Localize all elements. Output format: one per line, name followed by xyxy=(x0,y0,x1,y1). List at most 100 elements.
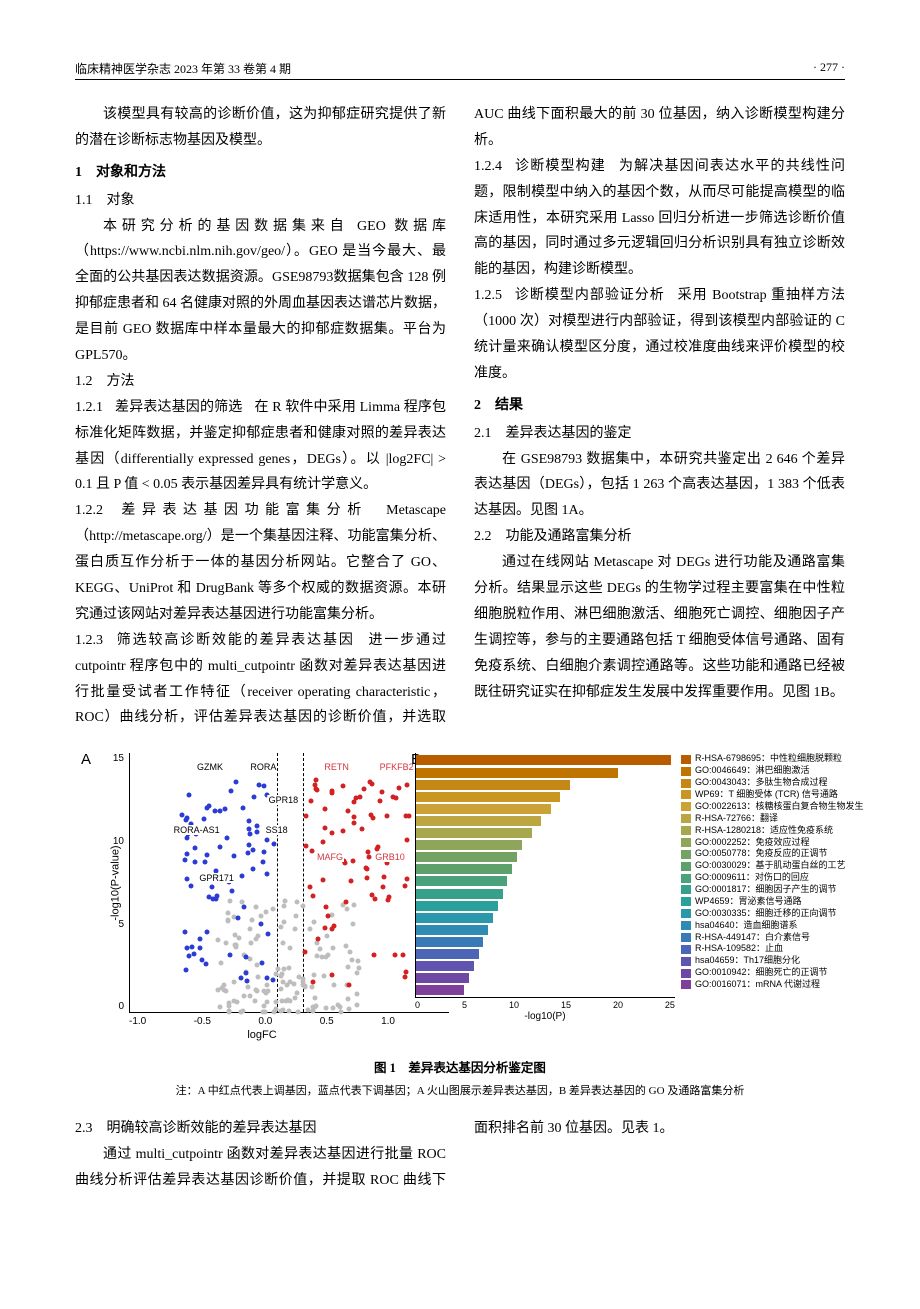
legend-swatch xyxy=(681,980,691,989)
legend-swatch xyxy=(681,969,691,978)
legend-text: GO:0050778：免疫反应的正调节 xyxy=(695,848,828,860)
section-1-2-4-num: 1.2.4 xyxy=(474,154,510,180)
legend-text: R-HSA-6798695：中性粒细胞脱颗粒 xyxy=(695,753,842,765)
legend-swatch xyxy=(681,897,691,906)
hbar-area xyxy=(415,753,675,997)
legend-swatch xyxy=(681,826,691,835)
legend-swatch xyxy=(681,790,691,799)
legend-row: R-HSA-449147：白介素信号 xyxy=(681,932,864,944)
section-1-2-3-title: 筛选较高诊断效能的差异表达基因 xyxy=(117,633,355,648)
legend-swatch xyxy=(681,838,691,847)
panel-b-xticks: 0510152025 xyxy=(415,997,675,1010)
legend-row: GO:0022613：核糖核蛋白复合物生物发生 xyxy=(681,801,864,813)
legend-text: GO:0022613：核糖核蛋白复合物生物发生 xyxy=(695,801,864,813)
legend-row: GO:0030335：细胞迁移的正向调节 xyxy=(681,908,864,920)
legend-row: GO:0002252：免疫效应过程 xyxy=(681,837,864,849)
legend-swatch xyxy=(681,850,691,859)
hbar xyxy=(416,949,479,959)
hbar xyxy=(416,901,498,911)
section-1-2-4-title: 诊断模型构建 xyxy=(515,159,606,174)
section-1-2-4-body: 为解决基因间表达水平的共线性问题，限制模型中纳入的基因个数，从而尽可能提高模型的… xyxy=(474,159,845,278)
panel-a-xticks: -1.0-0.50.00.51.0 xyxy=(129,1016,395,1027)
hbar xyxy=(416,985,464,995)
legend-swatch xyxy=(681,957,691,966)
legend-text: WP69：T 细胞受体 (TCR) 信号通路 xyxy=(695,789,838,801)
legend-swatch xyxy=(681,874,691,883)
section-1-2-1: 1.2.1 差异表达基因的筛选 在 R 软件中采用 Limma 程序包标准化矩阵… xyxy=(75,395,446,499)
figure-1-note: 注：A 中红点代表上调基因，蓝点代表下调基因；A 火山图展示差异表达基因，B 差… xyxy=(75,1082,845,1098)
intro-tail: 该模型具有较高的诊断价值，这为抑郁症研究提供了新的潜在诊断标志物基因及模型。 xyxy=(75,102,446,154)
legend-text: GO:0010942：细胞死亡的正调节 xyxy=(695,967,828,979)
legend-text: R-HSA-449147：白介素信号 xyxy=(695,932,810,944)
section-1-1-body: 本研究分析的基因数据集来自 GEO 数据库（https://www.ncbi.n… xyxy=(75,214,446,369)
legend-text: GO:0043043：多肽生物合成过程 xyxy=(695,777,828,789)
legend-text: WP4659：胃泌素信号通路 xyxy=(695,896,802,908)
legend-text: hsa04640：造血细胞谱系 xyxy=(695,920,798,932)
legend-row: R-HSA-1280218：适应性免疫系统 xyxy=(681,825,864,837)
legend-row: GO:0009611：对伤口的回应 xyxy=(681,872,864,884)
hbar xyxy=(416,840,522,850)
hbar xyxy=(416,768,618,778)
hbar xyxy=(416,828,532,838)
legend-swatch xyxy=(681,921,691,930)
legend-row: WP69：T 细胞受体 (TCR) 信号通路 xyxy=(681,789,864,801)
section-1-2-2-num: 1.2.2 xyxy=(75,498,111,524)
panel-a-yticks: 151050 xyxy=(100,753,124,1012)
legend-text: R-HSA-109582：止血 xyxy=(695,943,783,955)
section-1-2-4: 1.2.4 诊断模型构建 为解决基因间表达水平的共线性问题，限制模型中纳入的基因… xyxy=(474,154,845,283)
legend-row: WP4659：胃泌素信号通路 xyxy=(681,896,864,908)
legend-row: GO:0001817：细胞因子产生的调节 xyxy=(681,884,864,896)
hbar xyxy=(416,755,671,765)
legend-text: GO:0009611：对伤口的回应 xyxy=(695,872,809,884)
panel-b-legend: R-HSA-6798695：中性粒细胞脱颗粒GO:0046649：淋巴细胞激活G… xyxy=(681,753,864,1022)
legend-text: GO:0030029：基于肌动蛋白丝的工艺 xyxy=(695,860,846,872)
hbar xyxy=(416,913,493,923)
hbar xyxy=(416,925,488,935)
section-2-3-head: 2.3 明确较高诊断效能的差异表达基因 xyxy=(75,1116,446,1142)
body-columns: 该模型具有较高的诊断价值，这为抑郁症研究提供了新的潜在诊断标志物基因及模型。 1… xyxy=(75,102,845,731)
hbar xyxy=(416,804,551,814)
section-1-2-1-title: 差异表达基因的筛选 xyxy=(115,400,242,415)
panel-b-bars: 0510152025 -log10(P) xyxy=(415,753,675,1022)
legend-row: GO:0050778：免疫反应的正调节 xyxy=(681,848,864,860)
running-header: 临床精神医学杂志 2023 年第 33 卷第 4 期 · 277 · xyxy=(75,60,845,80)
legend-row: GO:0046649：淋巴细胞激活 xyxy=(681,765,864,777)
hbar xyxy=(416,973,469,983)
hbar xyxy=(416,961,474,971)
section-2-2-head: 2.2 功能及通路富集分析 xyxy=(474,524,845,550)
header-left: 临床精神医学杂志 2023 年第 33 卷第 4 期 xyxy=(75,60,291,77)
hbar xyxy=(416,780,570,790)
hbar xyxy=(416,864,512,874)
volcano-plot: -log10(P-value) 151050 GZMKRORARETNPFKFB… xyxy=(129,753,449,1013)
section-2-1-body: 在 GSE98793 数据集中，本研究共鉴定出 2 646 个差异表达基因（DE… xyxy=(474,447,845,525)
legend-text: GO:0001817：细胞因子产生的调节 xyxy=(695,884,837,896)
header-right: · 277 · xyxy=(813,60,845,77)
figure-1: A -log10(P-value) 151050 GZMKRORARETNPFK… xyxy=(75,753,845,1098)
section-2-2-body: 通过在线网站 Metascape 对 DEGs 进行功能及通路富集分析。结果显示… xyxy=(474,550,845,705)
legend-text: R-HSA-1280218：适应性免疫系统 xyxy=(695,825,833,837)
section-1-2-5-num: 1.2.5 xyxy=(474,283,510,309)
body-columns-2: 2.3 明确较高诊断效能的差异表达基因 通过 multi_cutpointr 函… xyxy=(75,1116,845,1194)
panel-a-label: A xyxy=(81,751,91,768)
legend-row: hsa04659：Th17细胞分化 xyxy=(681,955,864,967)
section-1-2-5: 1.2.5 诊断模型内部验证分析 采用 Bootstrap 重抽样方法（1000… xyxy=(474,283,845,387)
legend-text: hsa04659：Th17细胞分化 xyxy=(695,955,800,967)
hbar xyxy=(416,852,517,862)
legend-row: GO:0010942：细胞死亡的正调节 xyxy=(681,967,864,979)
legend-text: GO:0016071：mRNA 代谢过程 xyxy=(695,979,820,991)
legend-text: GO:0030335：细胞迁移的正向调节 xyxy=(695,908,837,920)
section-2-1-head: 2.1 差异表达基因的鉴定 xyxy=(474,421,845,447)
legend-row: GO:0043043：多肽生物合成过程 xyxy=(681,777,864,789)
figure-1-caption: 图 1 差异表达基因分析鉴定图 xyxy=(75,1057,845,1076)
legend-swatch xyxy=(681,814,691,823)
panel-a-xtitle: logFC xyxy=(129,1029,395,1041)
legend-swatch xyxy=(681,767,691,776)
hbar xyxy=(416,876,507,886)
section-1-2-2-body: Metascape（http://metascape.org/）是一个集基因注释… xyxy=(75,503,446,622)
section-1-2-5-title: 诊断模型内部验证分析 xyxy=(515,288,665,303)
figure-1-panel-b: B 0510152025 -log10(P) R-HSA-6798695：中性粒… xyxy=(415,753,864,1022)
legend-swatch xyxy=(681,862,691,871)
legend-row: hsa04640：造血细胞谱系 xyxy=(681,920,864,932)
legend-swatch xyxy=(681,755,691,764)
legend-swatch xyxy=(681,933,691,942)
